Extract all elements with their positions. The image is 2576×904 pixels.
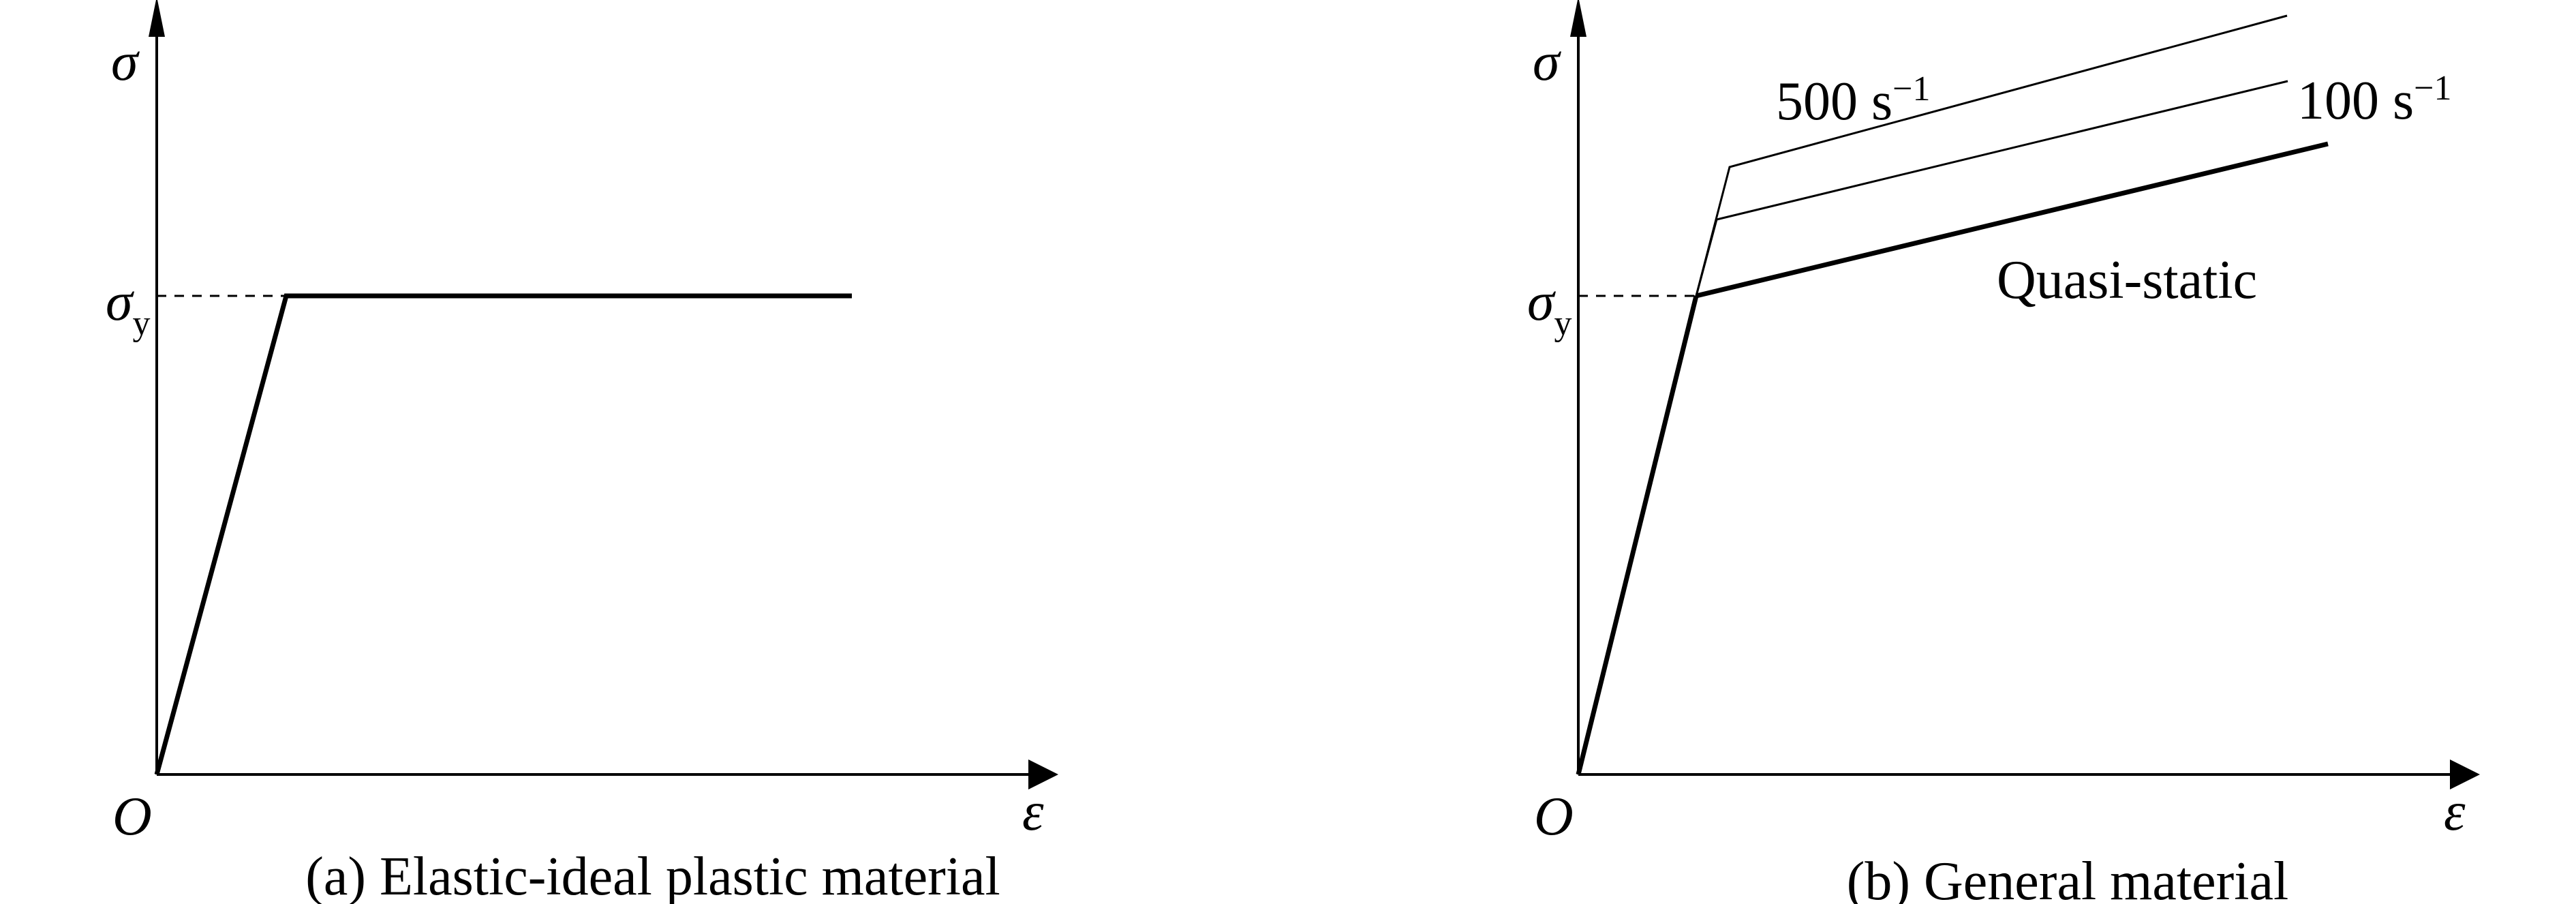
- svg-text:500 s−1: 500 s−1: [1776, 70, 1930, 132]
- svg-text:O: O: [1534, 787, 1574, 847]
- svg-text:ε: ε: [1022, 782, 1044, 842]
- svg-text:σ: σ: [111, 32, 140, 92]
- svg-text:100 s−1: 100 s−1: [2297, 69, 2451, 131]
- svg-text:σ: σ: [1533, 32, 1561, 92]
- svg-text:(b) General material: (b) General material: [1847, 852, 2289, 904]
- svg-text:ε: ε: [2444, 782, 2466, 842]
- svg-text:σy: σy: [106, 272, 150, 343]
- svg-text:Quasi-static: Quasi-static: [1997, 250, 2257, 310]
- svg-text:(a) Elastic-ideal plastic mate: (a) Elastic-ideal plastic material: [305, 847, 1000, 904]
- svg-text:O: O: [112, 787, 152, 847]
- svg-text:σy: σy: [1527, 272, 1571, 343]
